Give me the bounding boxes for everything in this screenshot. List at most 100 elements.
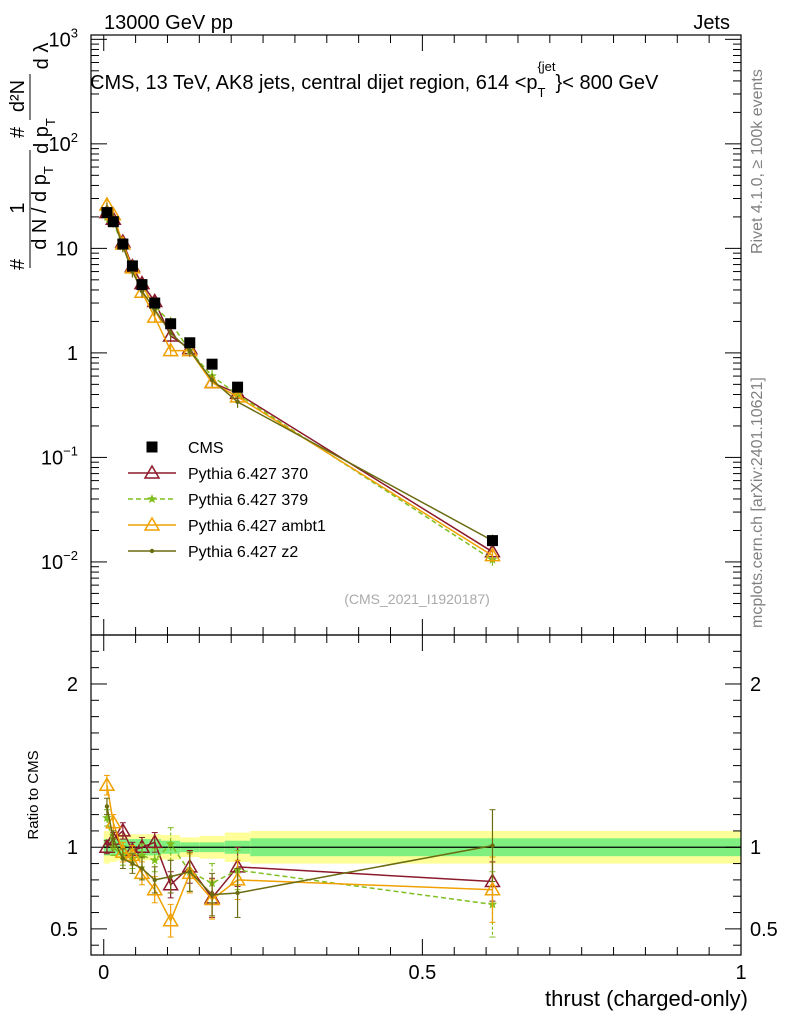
point-cms — [486, 535, 498, 547]
main-ytick-label: 10−2 — [41, 548, 78, 574]
ratio-ytick-label: 0.5 — [50, 919, 78, 941]
main-ytick-base: 10 — [49, 134, 71, 156]
ratio-ytick-label-right: 0.5 — [750, 919, 778, 941]
ratio-point-ambt1 — [98, 776, 116, 791]
point-z2 — [187, 348, 192, 353]
ratio-point-z2 — [235, 890, 240, 896]
point-cms — [206, 358, 218, 370]
legend-label-ambt1: Pythia 6.427 ambt1 — [188, 518, 326, 535]
point-cms — [232, 381, 244, 393]
ratio-point-z2 — [152, 877, 157, 883]
ratio-ytick-label: 2 — [67, 674, 78, 696]
point-z2 — [209, 377, 215, 383]
ratio-point-z2 — [187, 869, 192, 874]
main-ytick-base: 10 — [41, 552, 63, 574]
main-ytick-base: 10 — [49, 29, 71, 51]
ylabel-one: 1 — [7, 202, 29, 213]
ratio-point-z2 — [139, 866, 145, 871]
legend-label-p370: Pythia 6.427 370 — [188, 466, 308, 483]
main-ytick-label: 103 — [49, 25, 78, 51]
main-ytick-exp: 3 — [71, 25, 78, 40]
ylabel-dpt: d pT — [31, 118, 58, 154]
watermark: (CMS_2021_I1920187) — [344, 591, 490, 607]
series-line-z2 — [106, 208, 493, 542]
main-ytick-base: 10 — [41, 447, 63, 469]
main-ytick-exp: −2 — [63, 548, 78, 563]
ratio-ytick-label-right: 2 — [750, 674, 761, 696]
ratio-point-z2 — [111, 836, 116, 842]
ratio-point-ambt1 — [162, 912, 179, 927]
main-ytick-label: 1 — [67, 343, 78, 365]
title-sub: T — [538, 85, 546, 100]
main-ytick-exp: 2 — [71, 130, 78, 145]
ratio-point-z2 — [168, 874, 173, 879]
header-energy: 13000 GeV pp — [104, 12, 233, 34]
plot-title: CMS, 13 TeV, AK8 jets, central dijet reg… — [90, 59, 659, 100]
ylabel-dpt-text: d p — [31, 126, 53, 154]
point-ambt1 — [203, 374, 221, 389]
ratio-point-z2 — [120, 856, 126, 861]
legend-marker-p370 — [143, 464, 161, 479]
ylabel-dlambda: d λ — [31, 43, 53, 70]
title-tail: }< 800 GeV — [556, 72, 660, 94]
ratio-xtick-label: 0.5 — [408, 962, 436, 984]
ylabel-dpt-sub: T — [43, 118, 58, 126]
legend-marker-cms — [146, 441, 158, 453]
legend-label-cms: CMS — [188, 440, 224, 457]
point-cms — [184, 337, 196, 349]
ratio-point-p379 — [165, 839, 176, 848]
legend-marker-ambt1 — [143, 516, 161, 531]
ratio-xtick-label: 1 — [735, 962, 746, 984]
ylabel-den: d N / d pT — [29, 166, 56, 250]
point-ambt1 — [162, 342, 179, 357]
ylabel-hash2: # — [7, 126, 29, 138]
ratio-point-ambt1 — [484, 881, 501, 896]
x-axis-label: thrust (charged-only) — [545, 986, 748, 1011]
ylabel-hash1: # — [7, 258, 29, 270]
main-ylabel: # 1 d N / d pT # d²N d pT d λ — [7, 43, 58, 270]
header-category: Jets — [693, 12, 730, 34]
main-ytick-exp: −1 — [63, 443, 78, 458]
source-label: mcplots.cern.ch [arXiv:2401.10621] — [749, 377, 766, 628]
rivet-label: Rivet 4.1.0, ≥ 100k events — [749, 69, 766, 254]
point-ambt1 — [484, 547, 501, 562]
ratio-point-p370 — [146, 833, 164, 849]
ylabel-den-text: d N / d p — [29, 174, 51, 250]
ratio-ytick-label-right: 1 — [750, 837, 761, 859]
point-cms — [126, 260, 138, 272]
legend-marker-p379 — [147, 494, 157, 503]
ratio-frame — [90, 634, 742, 956]
ratio-point-z2 — [209, 892, 215, 897]
point-z2 — [235, 399, 240, 405]
point-cms — [107, 216, 119, 228]
ratio-xtick-label: 0 — [98, 962, 109, 984]
point-cms — [165, 318, 177, 330]
point-ambt1 — [146, 308, 164, 323]
title-main: CMS, 13 TeV, AK8 jets, central dijet reg… — [90, 72, 538, 94]
ratio-point-z2 — [130, 861, 135, 866]
main-ytick-label: 10−1 — [41, 443, 78, 469]
point-cms — [136, 279, 148, 291]
ratio-ytick-label: 1 — [67, 837, 78, 859]
point-cms — [149, 297, 161, 309]
point-cms — [101, 207, 113, 219]
point-ambt1 — [133, 283, 151, 299]
legend: CMS Pythia 6.427 370 Pythia 6.427 379 Pythi… — [128, 440, 326, 561]
ratio-point-z2 — [104, 804, 110, 809]
title-sup: {jet — [537, 59, 555, 74]
main-ytick-label: 10 — [56, 238, 78, 260]
ratio-panel: 0.5 0.51 12 20 0.5 1 Ratio to CMS thrust (cha… — [25, 634, 778, 1011]
point-p370 — [162, 327, 179, 342]
ylabel-den-sub: T — [41, 166, 56, 174]
ratio-point-p370 — [114, 822, 132, 837]
legend-marker-z2 — [149, 548, 155, 554]
ylabel-d2n: d²N — [7, 80, 29, 112]
ratio-point-p379 — [150, 855, 160, 865]
ratio-point-ambt1 — [146, 881, 164, 896]
legend-label-z2: Pythia 6.427 z2 — [188, 544, 298, 561]
point-cms — [117, 238, 129, 250]
point-z2 — [168, 330, 173, 336]
ratio-point-p379 — [102, 812, 112, 822]
